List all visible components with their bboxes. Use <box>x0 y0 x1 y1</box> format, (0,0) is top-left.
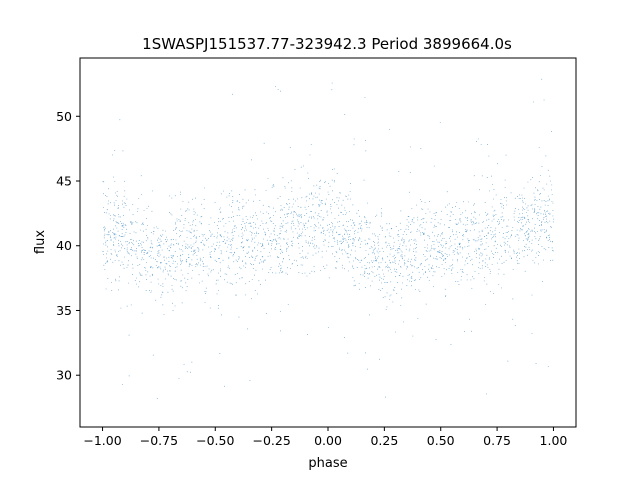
y-tick-label: 30 <box>56 368 72 383</box>
y-tick-label: 45 <box>56 174 72 189</box>
plot-frame <box>79 57 577 428</box>
chart-title: 1SWASPJ151537.77-323942.3 Period 3899664… <box>142 35 512 53</box>
y-tick-label: 50 <box>56 109 72 124</box>
y-axis: 30 35 40 45 50 <box>56 109 80 383</box>
scatter-points <box>102 78 555 400</box>
x-axis: −1.00 −0.75 −0.50 −0.25 0.00 0.25 0.50 0.75 1.00 <box>83 427 567 448</box>
x-tick-label: −0.50 <box>196 433 234 448</box>
y-tick-label: 35 <box>56 303 72 318</box>
x-tick-label: 0.50 <box>427 433 455 448</box>
x-tick-label: −1.00 <box>83 433 121 448</box>
x-axis-label: phase <box>308 456 347 471</box>
y-tick-label: 40 <box>56 238 72 253</box>
x-tick-label: 0.75 <box>483 433 511 448</box>
x-tick-label: 0.25 <box>370 433 398 448</box>
data-point <box>102 78 555 400</box>
x-tick-label: 1.00 <box>540 433 568 448</box>
x-tick-label: 0.00 <box>314 433 342 448</box>
y-axis-label: flux <box>33 230 48 254</box>
x-tick-label: −0.25 <box>252 433 290 448</box>
x-tick-label: −0.75 <box>140 433 178 448</box>
